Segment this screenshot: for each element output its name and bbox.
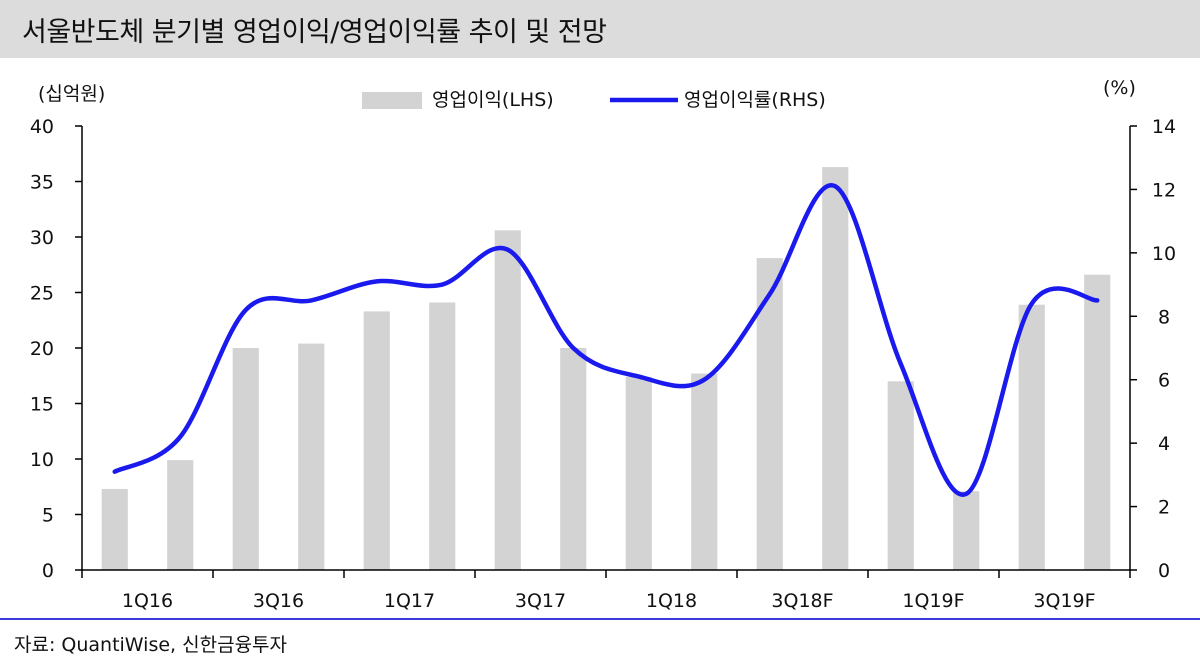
x-tick-label: 3Q18F: [771, 590, 833, 612]
bar-4q19f: [1084, 274, 1111, 570]
bar-2q18: [691, 373, 718, 570]
bar-3q19f: [1018, 304, 1045, 570]
left-tick-label: 10: [30, 449, 54, 471]
margin-line: [112, 183, 1100, 497]
chart-title: 서울반도체 분기별 영업이익/영업이익률 추이 및 전망: [22, 17, 607, 48]
x-tick-label: 3Q19F: [1033, 590, 1095, 612]
right-tick-label: 0: [1158, 560, 1170, 582]
x-tick-label: 1Q19F: [902, 590, 964, 612]
bar-1q19f: [887, 381, 914, 570]
bar-3q16: [232, 348, 259, 570]
left-tick-label: 30: [30, 227, 54, 249]
legend: 영업이익(LHS) 영업이익률(RHS): [362, 89, 826, 111]
right-tick-label: 8: [1158, 306, 1170, 328]
labels-layer: 0 5 10 15 20 25 30 35 40 0 2 4 6 8 10 12 14 1Q16 3Q16 1Q17 3…: [30, 77, 1176, 612]
x-tick-label: 3Q17: [515, 590, 566, 612]
left-tick-label: 15: [30, 394, 54, 416]
legend-bar-swatch: [362, 92, 422, 109]
title-bar: 서울반도체 분기별 영업이익/영업이익률 추이 및 전망: [0, 0, 1200, 58]
x-tick-label: 1Q16: [122, 590, 173, 612]
x-tick-label: 1Q17: [384, 590, 435, 612]
bar-1q16: [101, 488, 128, 570]
bar-1q18: [625, 376, 652, 570]
left-tick-label: 40: [30, 116, 54, 138]
bars-layer: [101, 167, 1111, 570]
right-tick-label: 10: [1152, 243, 1176, 265]
bar-2q19f: [953, 491, 980, 570]
right-tick-label: 14: [1152, 116, 1176, 138]
bar-2q16: [167, 460, 194, 570]
chart: 0 5 10 15 20 25 30 35 40 0 2 4 6 8 10 12 14 1Q16 3Q16 1Q17 3…: [30, 77, 1176, 612]
bar-1q17: [363, 311, 390, 570]
legend-line-label: 영업이익률(RHS): [684, 89, 826, 111]
source-divider: [0, 618, 1200, 620]
x-tick-label: 1Q18: [646, 590, 697, 612]
left-axis-unit: (십억원): [38, 83, 105, 105]
right-tick-label: 6: [1158, 370, 1170, 392]
left-tick-label: 5: [42, 505, 54, 527]
left-tick-label: 0: [42, 560, 54, 582]
x-tick-label: 3Q16: [253, 590, 304, 612]
bar-3q17: [494, 230, 521, 570]
bar-2q17: [429, 302, 456, 570]
right-axis-unit: (%): [1103, 77, 1136, 99]
source-note: 자료: QuantiWise, 신한금융투자: [14, 634, 288, 656]
right-tick-label: 4: [1158, 433, 1170, 455]
left-tick-label: 20: [30, 338, 54, 360]
line-layer: [112, 183, 1100, 497]
axes-layer: [75, 125, 1137, 578]
right-tick-label: 12: [1152, 179, 1176, 201]
bar-4q17: [560, 348, 587, 570]
bar-4q16: [298, 343, 325, 570]
right-tick-label: 2: [1158, 497, 1170, 519]
legend-bar-label: 영업이익(LHS): [432, 89, 554, 111]
bar-4q18f: [822, 167, 849, 570]
left-tick-label: 35: [30, 172, 54, 194]
left-tick-label: 25: [30, 283, 54, 305]
